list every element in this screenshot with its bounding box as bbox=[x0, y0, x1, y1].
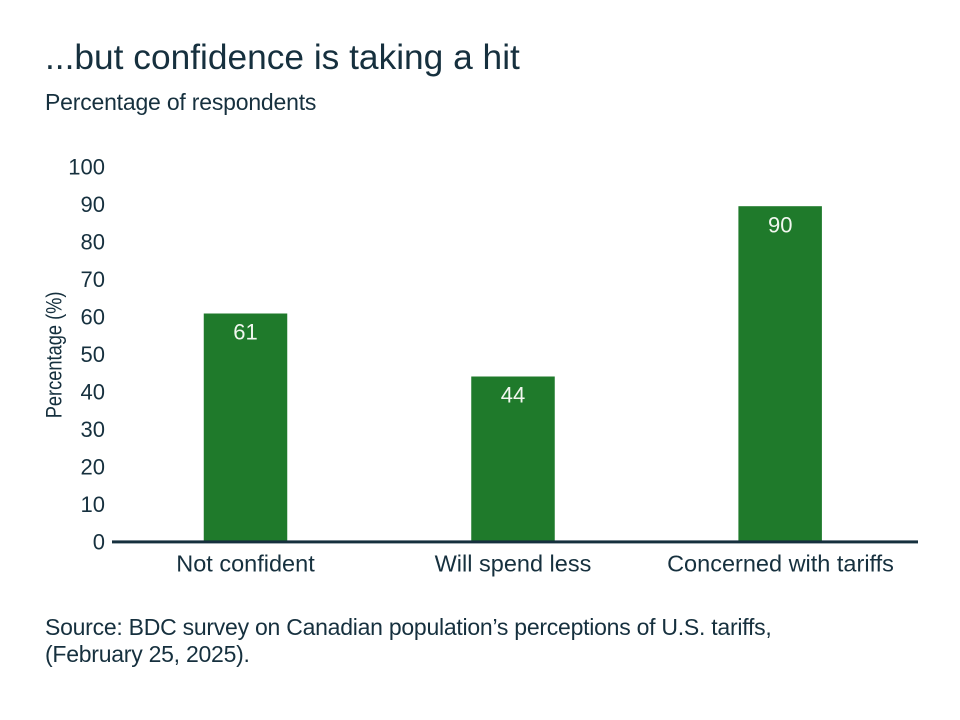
svg-text:44: 44 bbox=[501, 383, 525, 408]
svg-text:10: 10 bbox=[81, 492, 105, 517]
svg-text:Not confident: Not confident bbox=[176, 550, 315, 576]
svg-text:50: 50 bbox=[81, 342, 105, 367]
svg-text:70: 70 bbox=[81, 267, 105, 292]
svg-text:0: 0 bbox=[93, 530, 105, 555]
svg-text:Concerned with tariffs: Concerned with tariffs bbox=[667, 550, 894, 576]
svg-text:Will spend less: Will spend less bbox=[435, 550, 592, 576]
svg-text:30: 30 bbox=[81, 417, 105, 442]
svg-text:40: 40 bbox=[81, 380, 105, 405]
svg-text:61: 61 bbox=[233, 320, 257, 345]
svg-text:90: 90 bbox=[768, 212, 792, 237]
svg-text:100: 100 bbox=[68, 155, 105, 180]
svg-text:20: 20 bbox=[81, 455, 105, 480]
svg-text:Percentage (%): Percentage (%) bbox=[43, 292, 67, 419]
svg-text:90: 90 bbox=[81, 192, 105, 217]
svg-text:80: 80 bbox=[81, 230, 105, 255]
svg-text:60: 60 bbox=[81, 305, 105, 330]
